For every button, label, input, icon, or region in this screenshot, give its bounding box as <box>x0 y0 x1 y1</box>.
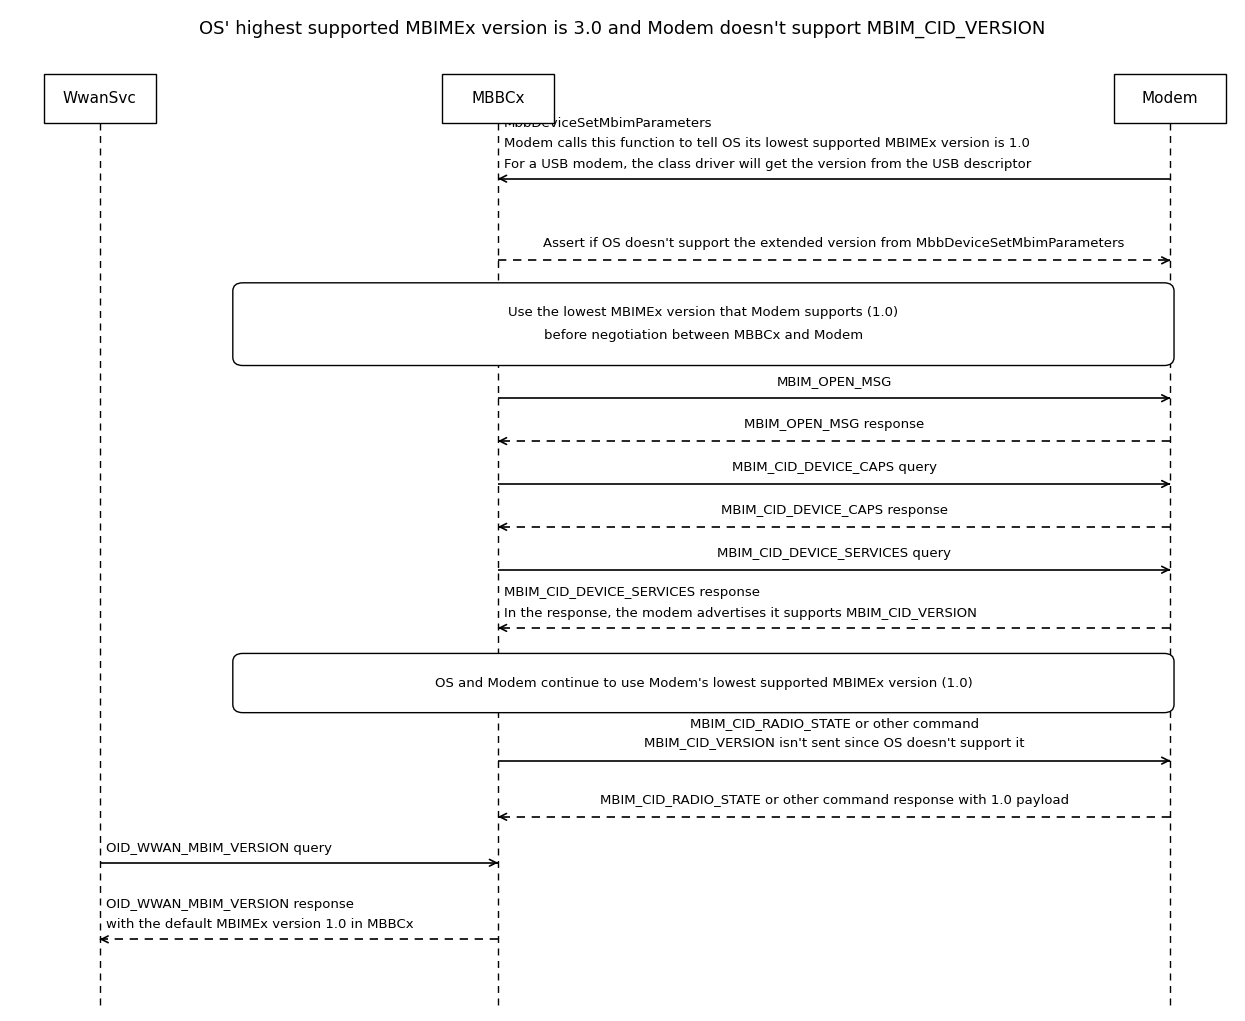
Text: MBIM_CID_DEVICE_CAPS query: MBIM_CID_DEVICE_CAPS query <box>732 460 936 474</box>
Text: MBIM_CID_RADIO_STATE or other command: MBIM_CID_RADIO_STATE or other command <box>690 717 979 730</box>
Text: OS and Modem continue to use Modem's lowest supported MBIMEx version (1.0): OS and Modem continue to use Modem's low… <box>435 677 972 689</box>
Text: WwanSvc: WwanSvc <box>62 91 137 105</box>
Text: Assert if OS doesn't support the extended version from MbbDeviceSetMbimParameter: Assert if OS doesn't support the extende… <box>544 237 1124 250</box>
Text: MBBCx: MBBCx <box>472 91 524 105</box>
FancyBboxPatch shape <box>44 74 156 123</box>
Text: MBIM_CID_DEVICE_SERVICES query: MBIM_CID_DEVICE_SERVICES query <box>717 546 951 560</box>
FancyBboxPatch shape <box>442 74 554 123</box>
Text: OID_WWAN_MBIM_VERSION response: OID_WWAN_MBIM_VERSION response <box>106 897 354 911</box>
Text: MBIM_CID_DEVICE_SERVICES response: MBIM_CID_DEVICE_SERVICES response <box>504 586 761 599</box>
Text: MBIM_OPEN_MSG: MBIM_OPEN_MSG <box>777 375 891 388</box>
Text: MBIM_CID_DEVICE_CAPS response: MBIM_CID_DEVICE_CAPS response <box>721 503 947 517</box>
FancyBboxPatch shape <box>233 653 1174 713</box>
FancyBboxPatch shape <box>233 283 1174 366</box>
Text: MBIM_CID_VERSION isn't sent since OS doesn't support it: MBIM_CID_VERSION isn't sent since OS doe… <box>644 737 1025 750</box>
FancyBboxPatch shape <box>1114 74 1226 123</box>
Text: MBIM_CID_RADIO_STATE or other command response with 1.0 payload: MBIM_CID_RADIO_STATE or other command re… <box>600 793 1068 807</box>
Text: MBIM_OPEN_MSG response: MBIM_OPEN_MSG response <box>745 418 924 431</box>
Text: Modem: Modem <box>1142 91 1199 105</box>
Text: For a USB modem, the class driver will get the version from the USB descriptor: For a USB modem, the class driver will g… <box>504 157 1031 171</box>
Text: Modem calls this function to tell OS its lowest supported MBIMEx version is 1.0: Modem calls this function to tell OS its… <box>504 137 1030 150</box>
Text: OID_WWAN_MBIM_VERSION query: OID_WWAN_MBIM_VERSION query <box>106 841 332 855</box>
Text: OS' highest supported MBIMEx version is 3.0 and Modem doesn't support MBIM_CID_V: OS' highest supported MBIMEx version is … <box>199 19 1046 38</box>
Text: with the default MBIMEx version 1.0 in MBBCx: with the default MBIMEx version 1.0 in M… <box>106 918 413 931</box>
Text: Use the lowest MBIMEx version that Modem supports (1.0): Use the lowest MBIMEx version that Modem… <box>508 306 899 320</box>
Text: before negotiation between MBBCx and Modem: before negotiation between MBBCx and Mod… <box>544 329 863 342</box>
Text: MbbDeviceSetMbimParameters: MbbDeviceSetMbimParameters <box>504 116 712 130</box>
Text: In the response, the modem advertises it supports MBIM_CID_VERSION: In the response, the modem advertises it… <box>504 606 977 620</box>
